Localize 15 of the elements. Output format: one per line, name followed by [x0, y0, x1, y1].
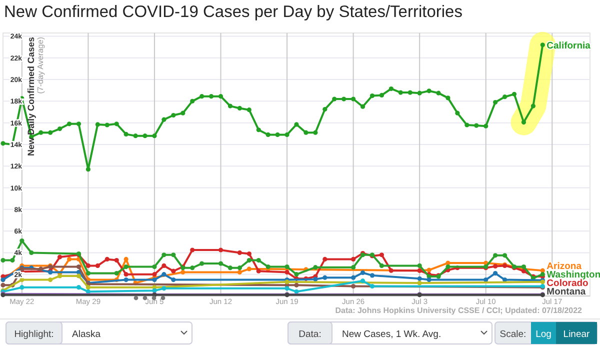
series-label: Washington [546, 270, 600, 280]
annotation: (7-day Average) [36, 36, 45, 94]
text: Scale: [500, 329, 526, 340]
text: New Cases, 1 Wk. Avg. [342, 329, 442, 340]
chart-title: New Confirmed COVID-19 Cases per Day by States/Territories [4, 3, 462, 21]
series-label: Arizona [546, 261, 582, 272]
text: Highlight: [14, 329, 54, 340]
text: Log [536, 329, 552, 340]
text: Data: [298, 329, 322, 340]
text: Data: Johns Hopkins University CSSE / CCI; Updated: 07/18/2022 [335, 306, 583, 315]
series-label: Colorado [546, 278, 589, 289]
y-axis-title: New Daily Confirmed Cases [26, 37, 36, 156]
series-label: Montana [546, 286, 586, 298]
text: Linear [563, 329, 590, 340]
text: Alaska [72, 329, 102, 340]
